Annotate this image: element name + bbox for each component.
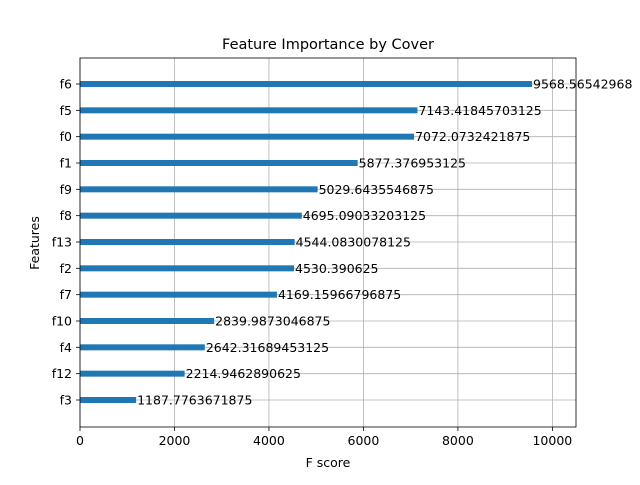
bar-value-label-f9: 5029.6435546875 bbox=[319, 182, 434, 197]
plot-frame bbox=[79, 57, 577, 428]
y-tick-label-f2: f2 bbox=[60, 261, 72, 276]
bar-f6 bbox=[80, 81, 533, 87]
bars bbox=[80, 81, 533, 403]
bar-f13 bbox=[80, 239, 295, 245]
x-tick-label-0: 0 bbox=[76, 433, 84, 448]
chart-title: Feature Importance by Cover bbox=[222, 37, 434, 53]
y-tick-label-f1: f1 bbox=[60, 156, 72, 171]
bar-value-label-f8: 4695.09033203125 bbox=[303, 208, 426, 223]
x-tick-label-3: 6000 bbox=[348, 433, 380, 448]
bar-value-label-f0: 7072.0732421875 bbox=[415, 129, 530, 144]
bar-value-label-f12: 2214.9462890625 bbox=[186, 366, 301, 381]
bar-value-label-f7: 4169.15966796875 bbox=[278, 287, 401, 302]
x-tick-label-1: 2000 bbox=[159, 433, 191, 448]
bar-value-label-f6: 9568.56542968 bbox=[533, 77, 632, 92]
x-axis-ticks: 0 2000 4000 6000 8000 10000 bbox=[76, 427, 572, 448]
y-tick-label-f10: f10 bbox=[52, 314, 72, 329]
bar-f7 bbox=[80, 291, 277, 298]
bar-value-label-f13: 4544.0830078125 bbox=[296, 235, 411, 250]
x-axis-label: F score bbox=[306, 455, 351, 470]
x-tick-label-4: 8000 bbox=[442, 433, 474, 448]
y-axis-ticks: f6 f5 f0 f1 f9 f8 f13 f2 f7 f10 f4 f12 f3 bbox=[52, 77, 80, 408]
bar-value-label-f1: 5877.376953125 bbox=[359, 156, 466, 171]
axes-frame bbox=[79, 57, 577, 428]
y-axis-label: Features bbox=[27, 216, 42, 270]
y-tick-label-f8: f8 bbox=[60, 208, 72, 223]
y-tick-label-f13: f13 bbox=[52, 235, 72, 250]
y-tick-label-f4: f4 bbox=[60, 340, 72, 355]
bar-f8 bbox=[80, 212, 302, 219]
x-tick-label-5: 10000 bbox=[532, 433, 572, 448]
bar-f4 bbox=[80, 344, 205, 351]
y-tick-label-f12: f12 bbox=[52, 366, 72, 381]
bar-f5 bbox=[80, 107, 418, 114]
bar-value-label-f10: 2839.9873046875 bbox=[215, 314, 330, 329]
y-tick-label-f3: f3 bbox=[60, 393, 72, 408]
bar-value-label-f3: 1187.7763671875 bbox=[137, 393, 252, 408]
bar-f2 bbox=[80, 265, 295, 272]
bar-value-label-f4: 2642.31689453125 bbox=[206, 340, 329, 355]
x-tick-label-2: 4000 bbox=[253, 433, 285, 448]
bar-f9 bbox=[80, 186, 318, 193]
bar-f1 bbox=[80, 160, 358, 166]
y-tick-label-f5: f5 bbox=[60, 103, 72, 118]
bar-value-labels: 9568.56542968 7143.41845703125 7072.073242… bbox=[137, 77, 632, 408]
bar-value-label-f5: 7143.41845703125 bbox=[418, 103, 541, 118]
bar-value-label-f2: 4530.390625 bbox=[295, 261, 379, 276]
bar-f12 bbox=[80, 370, 185, 377]
y-tick-label-f6: f6 bbox=[60, 77, 72, 92]
y-tick-label-f9: f9 bbox=[60, 182, 72, 197]
bar-f10 bbox=[80, 318, 215, 324]
bar-f0 bbox=[80, 133, 415, 140]
y-tick-label-f0: f0 bbox=[60, 129, 72, 144]
bar-f3 bbox=[80, 397, 137, 403]
y-tick-label-f7: f7 bbox=[60, 287, 72, 302]
